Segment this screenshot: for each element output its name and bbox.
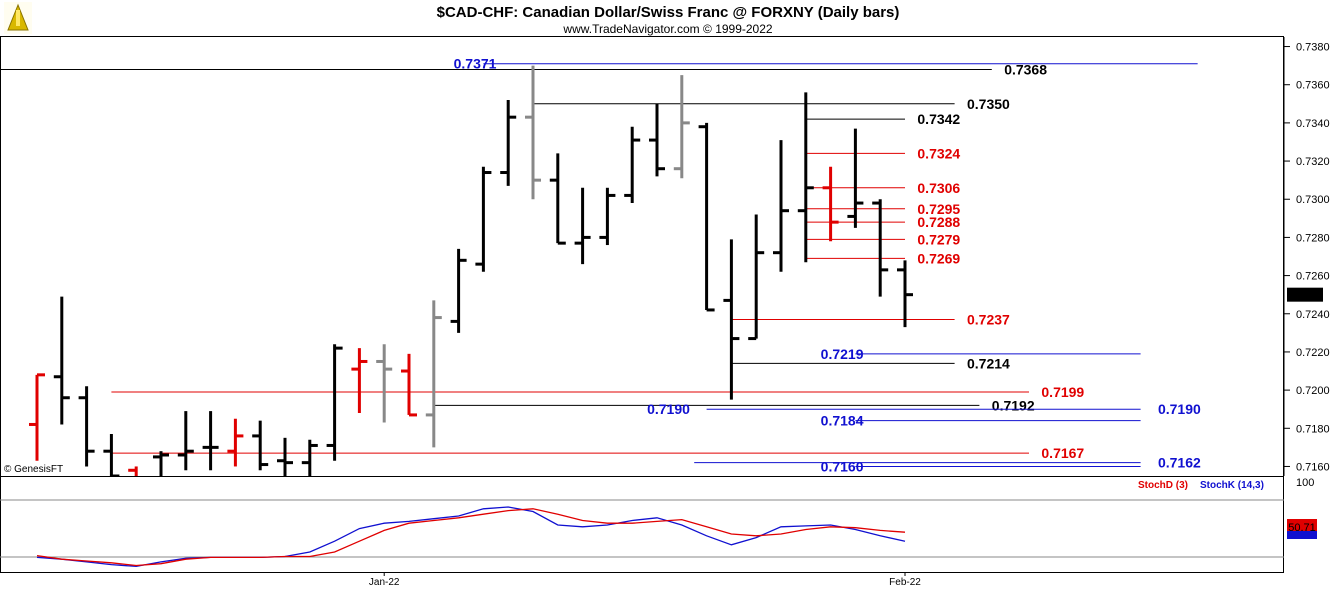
price-tick-label: 0.7200 <box>1296 385 1330 397</box>
chart-subtitle: www.TradeNavigator.com © 1999-2022 <box>562 22 772 36</box>
ohlc-bar <box>277 437 293 476</box>
date-tick-label: Jan-22 <box>369 577 400 588</box>
ohlc-bar <box>847 128 864 228</box>
level-label: 0.7199 <box>1041 384 1084 400</box>
ohlc-bar <box>326 344 343 461</box>
price-tick-label: 0.7260 <box>1296 271 1330 283</box>
level-label: 0.7237 <box>967 311 1010 327</box>
stoch-d-line <box>36 508 906 567</box>
date-axis: Jan-22 Feb-22 <box>369 572 921 588</box>
ohlc-bar <box>450 248 467 333</box>
watermark: © GenesisFT <box>4 464 63 475</box>
ohlc-bar <box>177 411 194 471</box>
ohlc-bar <box>897 260 913 328</box>
chart-title: $CAD-CHF: Canadian Dollar/Swiss Franc @ … <box>437 4 900 21</box>
ohlc-bar <box>574 187 591 265</box>
stochastic-lines <box>36 506 906 568</box>
ohlc-bar <box>624 126 641 204</box>
level-label: 0.7269 <box>917 250 960 266</box>
ohlc-bar <box>351 348 368 414</box>
price-levels: 0.7371 0.7368 0.7350 0.7342 0.7324 0.7306 0.72… <box>0 56 1201 474</box>
level-label: 0.7167 <box>1041 445 1084 461</box>
ohlc-bar <box>227 418 244 467</box>
ohlc-bar <box>872 199 889 297</box>
level-label: 0.7295 <box>917 201 960 217</box>
ohlc-bar <box>500 99 517 186</box>
stoch-k-label: StochK (14,3) <box>1200 480 1264 491</box>
level-label: 0.7368 <box>1004 61 1047 77</box>
ohlc-bar <box>252 420 269 471</box>
price-tick-label: 0.7220 <box>1296 347 1330 359</box>
price-bars <box>29 65 913 496</box>
price-axis: 0.7380 0.7360 0.7340 0.7320 0.7300 0.7280 0.72… <box>1283 37 1330 476</box>
price-tick-label: 0.7300 <box>1296 194 1330 206</box>
ohlc-bar <box>401 353 417 417</box>
level-label: 0.7342 <box>917 111 960 127</box>
date-tick-label: Feb-22 <box>889 577 921 588</box>
level-label: 0.7219 <box>821 346 864 362</box>
price-tick-label: 0.7280 <box>1296 232 1330 244</box>
last-price-label: 0.7250 <box>1288 290 1322 302</box>
ohlc-bar <box>29 373 45 461</box>
ohlc-bar <box>748 214 765 341</box>
level-label: 0.7192 <box>992 397 1035 413</box>
stoch-last-label: 50.71 <box>1288 522 1316 534</box>
ohlc-bar <box>649 103 665 177</box>
ohlc-bar <box>673 75 690 179</box>
ohlc-bar <box>425 300 442 448</box>
level-label: 0.7306 <box>917 180 960 196</box>
price-tick-label: 0.7360 <box>1296 80 1330 92</box>
ohlc-bar <box>599 187 616 246</box>
ohlc-bar <box>698 122 715 312</box>
price-tick-label: 0.7340 <box>1296 118 1330 130</box>
level-label: 0.7371 <box>454 56 497 72</box>
ohlc-bar <box>202 411 219 471</box>
ohlc-bar <box>53 296 70 425</box>
level-label: 0.7160 <box>821 458 864 474</box>
price-tick-label: 0.7320 <box>1296 156 1330 168</box>
logo-icon <box>4 2 32 34</box>
ohlc-bar <box>549 153 566 245</box>
stoch-top-tick: 100 <box>1296 477 1314 489</box>
stoch-d-label: StochD (3) <box>1138 480 1188 491</box>
last-price-marker: 0.7250 <box>1287 287 1323 302</box>
ohlc-bar <box>773 140 789 272</box>
ohlc-bar <box>475 166 492 272</box>
level-label: 0.7184 <box>821 413 864 429</box>
level-label: 0.7162 <box>1158 455 1201 471</box>
ohlc-bar <box>723 239 740 400</box>
price-tick-label: 0.7380 <box>1296 42 1330 54</box>
level-label: 0.7214 <box>967 355 1010 371</box>
ohlc-bar <box>525 65 541 200</box>
price-tick-label: 0.7180 <box>1296 423 1330 435</box>
ohlc-bar <box>822 166 839 242</box>
ohlc-bar <box>797 92 814 263</box>
level-label: 0.7350 <box>967 96 1010 112</box>
ohlc-bar <box>301 439 318 476</box>
ohlc-bar <box>78 386 95 467</box>
level-label: 0.7279 <box>917 231 960 247</box>
ohlc-bar <box>376 344 393 423</box>
level-label: 0.7324 <box>917 145 960 161</box>
price-panel <box>0 36 1284 477</box>
level-label: 0.7288 <box>917 214 960 230</box>
price-tick-label: 0.7240 <box>1296 309 1330 321</box>
level-label: 0.7190 <box>647 401 690 417</box>
price-tick-label: 0.7160 <box>1296 461 1330 473</box>
level-label: 0.7190 <box>1158 401 1201 417</box>
